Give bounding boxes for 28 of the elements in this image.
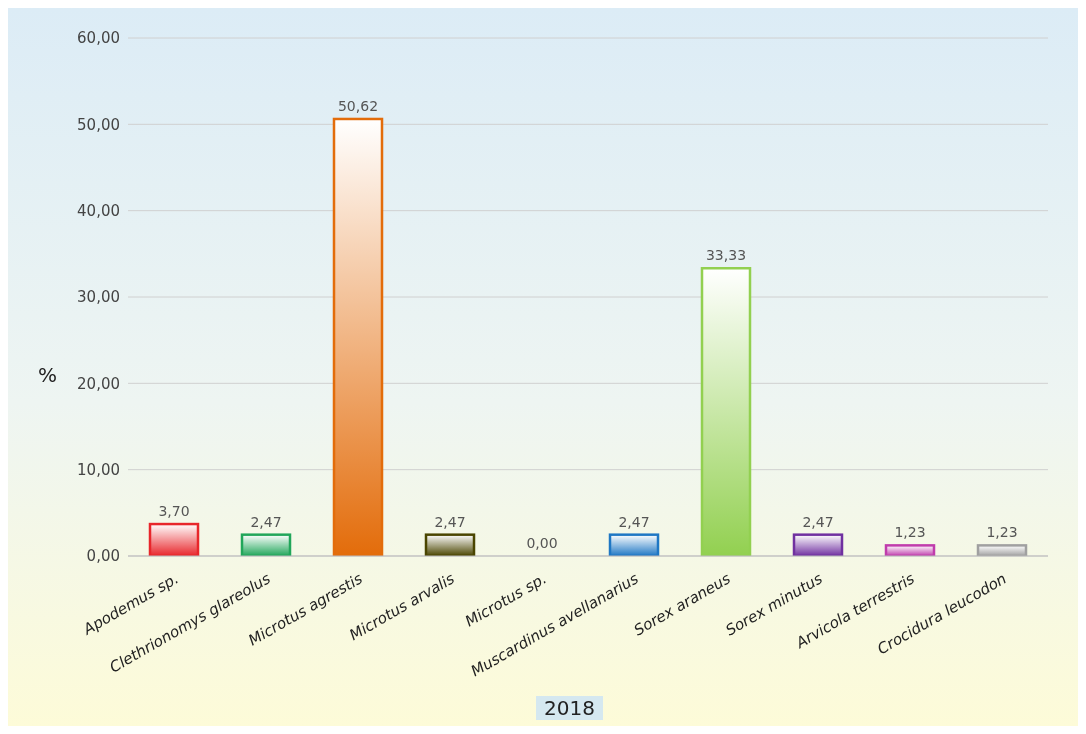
bar <box>148 522 200 556</box>
data-label: 1,23 <box>986 524 1018 541</box>
y-tick-label: 50,00 <box>77 115 120 134</box>
data-label: 0,00 <box>526 535 558 551</box>
bar <box>700 267 752 556</box>
y-tick-label: 20,00 <box>77 374 120 393</box>
data-label: 2,47 <box>802 513 834 530</box>
data-label: 2,47 <box>250 513 282 530</box>
y-tick-label: 10,00 <box>77 460 120 479</box>
bar <box>884 544 936 556</box>
bar <box>608 533 660 556</box>
data-label: 33,33 <box>705 247 747 264</box>
data-label: 2,47 <box>434 513 466 530</box>
y-tick-label: 30,00 <box>77 288 120 307</box>
y-tick-label: 0,00 <box>86 547 120 566</box>
bar <box>424 533 476 556</box>
y-axis-title: % <box>38 363 58 387</box>
data-label: 1,23 <box>894 524 926 541</box>
data-label: 50,62 <box>337 97 379 114</box>
bar <box>976 544 1028 556</box>
y-tick-label: 60,00 <box>77 29 120 48</box>
bar <box>332 117 384 556</box>
bar <box>792 533 844 556</box>
x-axis-title: 2018 <box>536 696 603 720</box>
bar <box>240 533 292 556</box>
data-label: 2,47 <box>618 513 650 530</box>
data-label: 3,70 <box>158 503 190 520</box>
y-tick-label: 40,00 <box>77 201 120 220</box>
